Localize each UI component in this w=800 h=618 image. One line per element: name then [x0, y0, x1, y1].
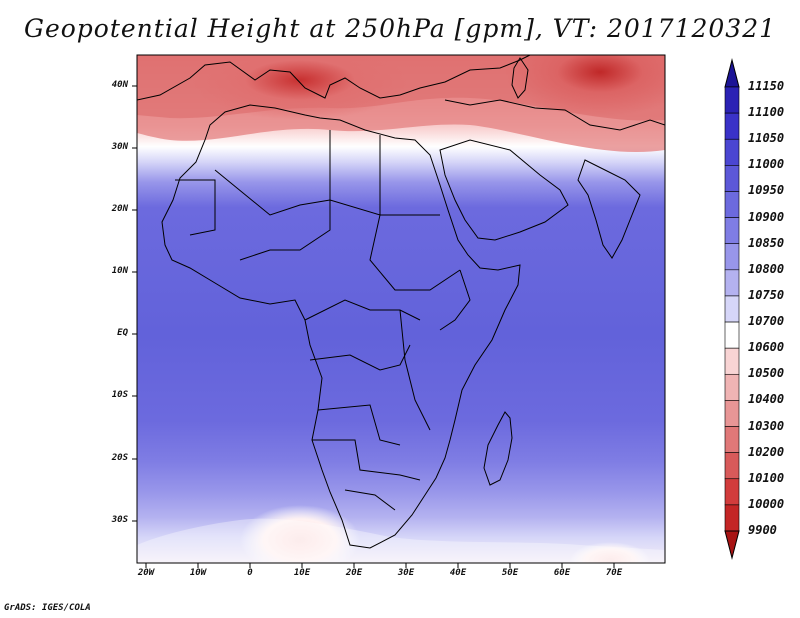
mideast-border	[444, 99, 665, 131]
colorbar-segment	[724, 112, 740, 140]
colorbar-segment	[724, 452, 740, 480]
lat-label: 30N	[111, 142, 128, 152]
colorbar-segment	[724, 347, 740, 375]
colorbar-label: 10300	[748, 418, 785, 433]
colorbar-label: 9900	[748, 523, 777, 537]
colorbar-segment	[724, 321, 740, 349]
colorbar-segment	[724, 138, 740, 166]
colorbar-label: 10200	[748, 444, 785, 459]
colorbar-segment	[724, 478, 740, 506]
colorbar-label: 10100	[748, 470, 785, 485]
lon-label: 50E	[501, 568, 519, 578]
lat-label: 20S	[111, 453, 128, 463]
colorbar-label: 10750	[748, 287, 785, 302]
madagascar	[483, 411, 513, 486]
chart-title: Geopotential Height at 250hPa [gpm], VT:…	[23, 14, 777, 43]
colorbar-segment	[724, 373, 740, 401]
colorbar-label: 10600	[748, 340, 785, 355]
colorbar-segment	[724, 165, 740, 192]
colorbar-segment	[724, 191, 740, 218]
colorbar-label: 10800	[748, 261, 785, 276]
land-outlines	[137, 55, 665, 549]
colorbar-label: 10900	[748, 209, 785, 224]
lat-label: 40N	[111, 80, 128, 90]
colorbar-segment	[724, 400, 740, 427]
colorbar-bottom-arrow	[724, 530, 740, 560]
lat-label: 30S	[111, 515, 128, 525]
plot-frame	[136, 54, 666, 564]
lat-label: 10S	[111, 390, 128, 400]
colorbar-label: 11100	[748, 105, 785, 120]
arabia	[439, 139, 569, 241]
colorbar-label: 10500	[748, 366, 785, 381]
europe-coast	[137, 55, 531, 101]
lat-label: EQ	[117, 328, 128, 338]
colorbar-segment	[724, 86, 740, 114]
colorbar-label: 10950	[748, 183, 785, 198]
lon-label: 20W	[137, 568, 155, 578]
lon-label: 60E	[553, 568, 571, 578]
lon-label: 10E	[293, 568, 311, 578]
lon-label: 20E	[345, 568, 363, 578]
lon-label: 70E	[605, 568, 623, 578]
colorbar-label: 10700	[748, 314, 785, 329]
colorbar-segment	[724, 426, 740, 453]
colorbar-label: 10000	[748, 496, 785, 511]
colorbar	[724, 58, 740, 560]
lat-label: 10N	[111, 266, 128, 276]
colorbar-segment	[724, 504, 740, 532]
colorbar-segment	[724, 269, 740, 297]
lon-label: 40E	[449, 568, 467, 578]
axis-ticks	[132, 85, 615, 568]
africa-coastline	[161, 104, 521, 549]
colorbar-label: 11000	[748, 157, 785, 172]
lon-label: 0	[247, 568, 253, 578]
footer-credit: GrADS: IGES/COLA	[4, 603, 91, 613]
colorbar-label: 11050	[748, 131, 785, 146]
colorbar-segment	[724, 295, 740, 323]
caspian	[511, 57, 529, 99]
colorbar-segment	[724, 243, 740, 271]
geopotential-field	[137, 55, 665, 563]
colorbar-label: 11150	[748, 79, 785, 93]
india	[577, 159, 641, 259]
colorbar-segment	[724, 217, 740, 245]
lon-label: 30E	[397, 568, 415, 578]
lon-label: 10W	[189, 568, 207, 578]
colorbar-top-arrow	[724, 58, 740, 88]
colorbar-label: 10400	[748, 392, 785, 407]
lat-label: 20N	[111, 204, 128, 214]
colorbar-label: 10850	[748, 235, 785, 250]
